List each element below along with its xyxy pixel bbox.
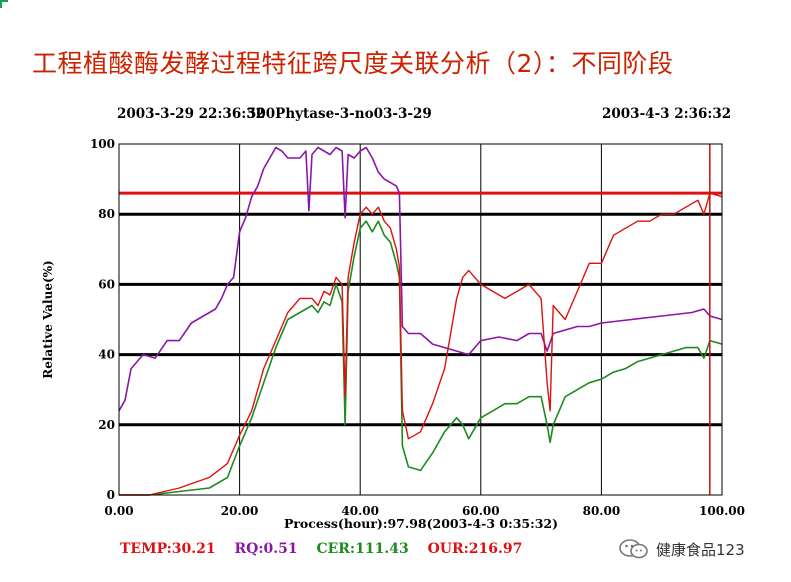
- chart-batch-name: 500Phytase-3-no03-3-29: [247, 106, 432, 122]
- x-tick-label: 0.00: [104, 504, 133, 518]
- x-tick-label: 80.00: [583, 504, 621, 518]
- y-tick-label: 20: [98, 418, 115, 432]
- series-line-our: [119, 192, 723, 496]
- y-tick-label: 60: [98, 277, 115, 291]
- rq-readout: RQ:0.51: [234, 541, 298, 557]
- sensor-readouts: TEMP:30.21 RQ:0.51 CER:111.43 OUR:216.97: [120, 541, 536, 557]
- chart-start-time: 2003-3-29 22:36:32: [117, 106, 265, 122]
- y-tick-label: 100: [90, 137, 115, 151]
- y-tick-label: 80: [98, 207, 115, 221]
- our-readout: OUR:216.97: [427, 541, 523, 557]
- x-tick-label: 20.00: [221, 504, 259, 518]
- wechat-icon: [619, 539, 648, 559]
- temp-readout: TEMP:30.21: [120, 541, 216, 557]
- y-tick-label: 0: [107, 488, 115, 502]
- series-line-cer: [119, 220, 723, 496]
- x-tick-label: 100.00: [699, 504, 745, 518]
- corner-edge-mark: [0, 0, 8, 8]
- x-tick-label: 60.00: [462, 504, 500, 518]
- y-axis-label: Relative Value(%): [41, 260, 55, 379]
- chart-series: [118, 144, 723, 496]
- plot-frame: [118, 143, 723, 496]
- y-tick-label: 40: [98, 348, 115, 362]
- watermark-text: 健康食品123: [656, 540, 745, 559]
- watermark: 健康食品123: [618, 538, 745, 560]
- series-line-rq: [118, 146, 723, 412]
- slide-title: 工程植酸酶发酵过程特征跨尺度关联分析（2）：不同阶段: [32, 49, 674, 78]
- chart-end-time: 2003-4-3 2:36:32: [602, 106, 732, 122]
- cer-readout: CER:111.43: [316, 541, 409, 557]
- x-axis-label: Process(hour):97.98(2003-4-3 0:35:32): [284, 516, 558, 531]
- x-tick-label: 40.00: [341, 504, 379, 518]
- chart-tick-labels: 0 20 40 60 80 100 0.00 20.00 40.00 60.00 80.00 100.…: [90, 137, 745, 518]
